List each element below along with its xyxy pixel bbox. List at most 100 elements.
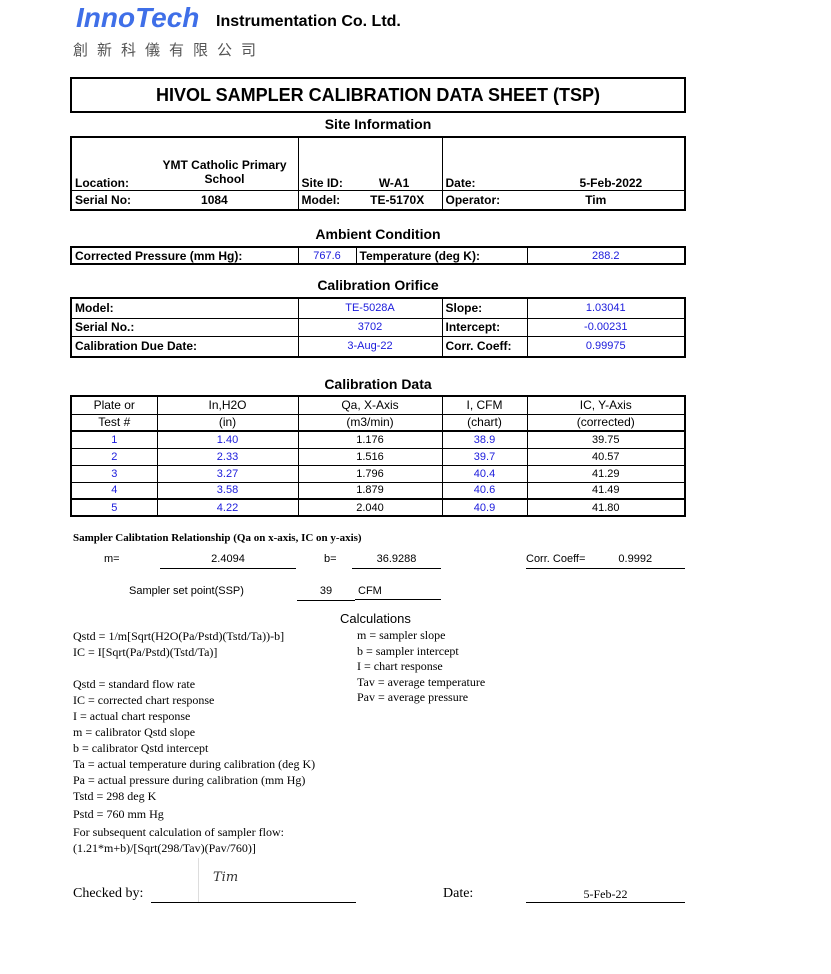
table-cell: 3.58 [157, 482, 299, 499]
site-heading: Site Information [324, 116, 432, 132]
calculation-line: Tav = average temperature [357, 674, 486, 689]
column-header: (in) [157, 413, 299, 431]
table-row: 4 3.58 1.879 40.6 41.49 [71, 482, 685, 499]
calculation-line: Pstd = 760 mm Hg [73, 807, 164, 821]
column-header: (chart) [442, 413, 528, 431]
serial-value: 1084 [201, 192, 228, 207]
checked-by-label: Checked by: [73, 886, 144, 901]
table-cell: 1.796 [298, 465, 443, 482]
orifice-corr-value: 0.99975 [585, 340, 626, 353]
corr-value: 0.9992 [618, 553, 653, 565]
calculation-line: Ta = actual temperature during calibrati… [73, 757, 316, 771]
orifice-heading: Calibration Orifice [317, 277, 439, 293]
due-date-value: 3-Aug-22 [298, 336, 443, 357]
calculation-line: (1.21*m+b)/[Sqrt(298/Tav)(Pav/760)] [73, 841, 256, 855]
date-cell: Date: 5-Feb-2022 [442, 137, 685, 190]
pressure-label: Corrected Pressure (mm Hg): [71, 247, 299, 264]
column-header: Test # [71, 413, 158, 431]
company-name: Instrumentation Co. Ltd. [216, 13, 401, 30]
footer-date-label: Date: [443, 886, 474, 901]
intercept-label: Intercept: [442, 318, 528, 336]
table-cell: 4.22 [157, 499, 299, 516]
table-cell: 2.040 [298, 499, 443, 516]
calculation-line: Tstd = 298 deg K [73, 789, 157, 803]
column-header: (corrected) [527, 413, 685, 431]
calculation-line: IC = I[Sqrt(Pa/Pstd)(Tstd/Ta)] [73, 645, 218, 659]
table-cell: 38.9 [442, 431, 528, 448]
table-cell: 1 [71, 431, 158, 448]
table-row: 5 4.22 2.040 40.9 41.80 [71, 499, 685, 516]
table-cell: 1.40 [157, 431, 299, 448]
calibration-table: Plate or In,H2O Qa, X-Axis I, CFM IC, Y-Axis… [70, 395, 686, 517]
table-row: 1 1.40 1.176 38.9 39.75 [71, 431, 685, 448]
date-value: 5-Feb-2022 [579, 175, 643, 190]
ambient-heading: Ambient Condition [315, 226, 441, 242]
orifice-corr-label: Corr. Coeff: [442, 336, 528, 357]
table-cell: 1.176 [298, 431, 443, 448]
calculation-line: Pav = average pressure [357, 690, 469, 704]
serial-label: Serial No: [75, 192, 132, 207]
ambient-table: Corrected Pressure (mm Hg): 767.6 Temper… [70, 246, 686, 265]
table-cell: 2 [71, 448, 158, 465]
company-chinese-name: 創新科儀有限公司 [73, 42, 266, 59]
divider [198, 858, 199, 902]
m-value: 2.4094 [160, 553, 296, 569]
slope-value: 1.03041 [585, 302, 626, 315]
table-cell: 40.9 [442, 499, 528, 516]
operator-value: Tim [585, 192, 607, 207]
location-value: YMT Catholic Primary School [162, 158, 287, 186]
calculation-line: I = chart response [357, 659, 443, 673]
table-row: 2 2.33 1.516 39.7 40.57 [71, 448, 685, 465]
checked-by-line [151, 888, 356, 903]
calculation-line: I = actual chart response [73, 709, 191, 723]
corr-label: Corr. Coeff= [526, 553, 586, 565]
column-header: Plate or [71, 396, 158, 414]
calculation-line: b = sampler intercept [357, 643, 459, 658]
orifice-serial-value: 3702 [298, 318, 443, 336]
temperature-value: 288.2 [591, 249, 620, 262]
intercept-value: -0.00231 [584, 321, 628, 333]
calculation-line: m = sampler slope [357, 628, 446, 642]
calibration-heading: Calibration Data [324, 376, 432, 392]
brand-logo: InnoTech [76, 2, 200, 33]
orifice-serial-label: Serial No.: [71, 318, 299, 336]
table-cell: 39.75 [591, 433, 620, 446]
table-cell: 41.29 [591, 467, 620, 480]
m-label: m= [104, 553, 120, 565]
table-cell: 4 [71, 482, 158, 499]
model-value: TE-5170X [370, 192, 425, 207]
table-cell: 39.7 [442, 448, 528, 465]
table-cell: 40.4 [442, 465, 528, 482]
calculation-line: IC = corrected chart response [73, 693, 215, 707]
ssp-value: 39 [297, 585, 355, 601]
calculation-line: m = calibrator Qstd slope [73, 725, 196, 739]
calculations-right: m = sampler slope b = sampler intercept I … [357, 628, 485, 706]
calculation-line [73, 660, 315, 676]
table-cell: 1.516 [298, 448, 443, 465]
table-cell: 1.879 [298, 482, 443, 499]
operator-label: Operator: [445, 192, 501, 207]
table-cell: 3 [71, 465, 158, 482]
location-label: Location: [75, 175, 129, 190]
calculation-line: For subsequent calculation of sampler fl… [73, 825, 284, 839]
orifice-model-value: TE-5028A [298, 298, 443, 318]
pressure-value: 767.6 [298, 247, 357, 264]
footer-date-value: 5-Feb-22 [526, 887, 685, 903]
site-table: Location: YMT Catholic Primary School Sit… [70, 136, 686, 211]
column-header: (m3/min) [298, 413, 443, 431]
table-row: 3 3.27 1.796 40.4 41.29 [71, 465, 685, 482]
orifice-model-label: Model: [71, 298, 299, 318]
column-header: I, CFM [442, 396, 528, 414]
b-label: b= [324, 553, 337, 565]
orifice-table: Model: TE-5028A Slope: 1.03041 Serial No.: 3… [70, 297, 686, 358]
ssp-label: Sampler set point(SSP) [129, 585, 244, 597]
calculation-line: b = calibrator Qstd intercept [73, 741, 209, 755]
signature: Tim [213, 870, 239, 885]
calculations-heading: Calculations [340, 611, 411, 626]
column-header: Qa, X-Axis [298, 396, 443, 414]
b-value: 36.9288 [352, 553, 441, 569]
relationship-heading: Sampler Calibtation Relationship (Qa on … [73, 532, 362, 544]
table-cell: 40.57 [591, 450, 620, 463]
calculations-left: Qstd = 1/m[Sqrt(H2O(Pa/Pstd)(Tstd/Ta))-b… [73, 628, 315, 856]
column-header: In,H2O [157, 396, 299, 414]
